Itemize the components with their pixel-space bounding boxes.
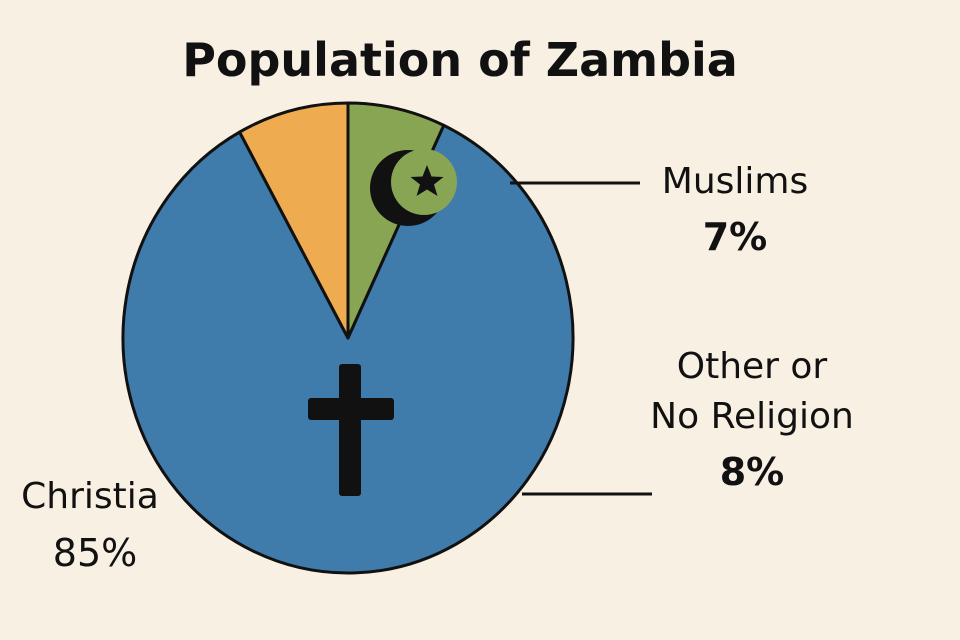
pie-slice-christia — [121, 123, 575, 575]
pie-slices — [121, 101, 575, 575]
crescent-star-icon — [370, 149, 457, 226]
other-label-line1: Other or — [677, 346, 828, 387]
cross-icon — [308, 364, 394, 496]
other-value: 8% — [720, 450, 785, 494]
christian-value: 85% — [53, 531, 137, 575]
other-label-line2: No Religion — [650, 396, 854, 437]
muslims-label: Muslims — [662, 161, 808, 202]
chart-title: Population of Zambia — [182, 33, 738, 87]
muslims-value: 7% — [703, 215, 768, 259]
pie-slice-other-or-no-religion — [238, 101, 350, 340]
christian-label: Christia — [21, 476, 159, 517]
